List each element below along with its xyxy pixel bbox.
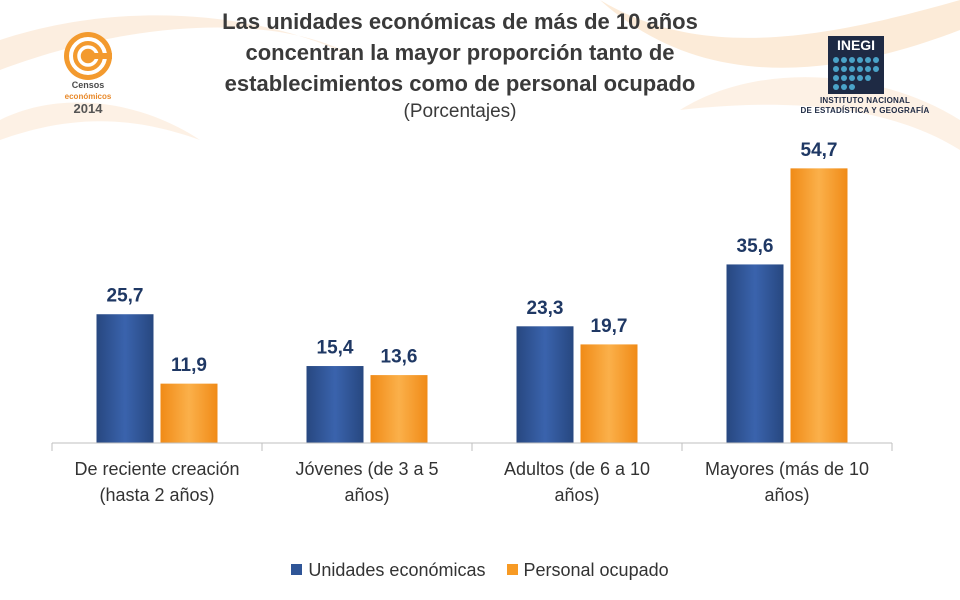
bar-series2-cat4 xyxy=(789,167,849,444)
legend-item-series2: Personal ocupado xyxy=(506,560,669,581)
title-line-3: establecimientos como de personal ocupad… xyxy=(224,71,696,96)
legend-label-series1: Unidades económicas xyxy=(308,560,486,580)
category-label-2-line1: Jóvenes (de 3 a 5 xyxy=(295,459,438,479)
legend-swatch-series2 xyxy=(506,564,518,575)
inegi-caption-line2: DE ESTADÍSTICA Y GEOGRAFÍA xyxy=(800,106,930,115)
legend-swatch-series1 xyxy=(291,564,303,575)
legend-label-series2: Personal ocupado xyxy=(523,560,669,580)
category-label-4-line2: años) xyxy=(764,485,809,505)
value-label-series1-cat2: 15,4 xyxy=(317,338,354,359)
category-label-2-line2: años) xyxy=(344,485,389,505)
value-label-series2-cat3: 19,7 xyxy=(591,316,628,337)
censos-logo-line3: 2014 xyxy=(73,101,103,116)
bar-series2-cat3 xyxy=(579,343,639,444)
censos-logo-line1: Censos xyxy=(71,80,105,90)
bar-series2-cat1 xyxy=(159,382,219,444)
value-label-series2-cat4: 54,7 xyxy=(801,140,838,161)
category-label-1-line1: De reciente creación xyxy=(74,459,239,479)
title-line-2: concentran la mayor proporción tanto de xyxy=(245,40,675,65)
inegi-caption-line1: INSTITUTO NACIONAL xyxy=(819,96,911,105)
value-label-series1-cat1: 25,7 xyxy=(107,286,144,307)
value-label-series2-cat1: 11,9 xyxy=(171,355,207,376)
category-label-1-line2: (hasta 2 años) xyxy=(99,485,214,505)
value-label-series2-cat2: 13,6 xyxy=(381,347,418,368)
bar-series1-cat1 xyxy=(95,313,155,444)
censos-logo xyxy=(64,32,112,80)
category-label-3-line1: Adultos (de 6 a 10 xyxy=(504,459,650,479)
chart-legend: Unidades económicas Personal ocupado xyxy=(0,560,960,581)
bar-series1-cat4 xyxy=(725,263,785,444)
bar-series2-cat2 xyxy=(369,374,429,444)
category-label-4-line1: Mayores (más de 10 xyxy=(705,459,869,479)
title-line-1: Las unidades económicas de más de 10 año… xyxy=(222,9,698,34)
censos-logo-line2: económicos xyxy=(64,92,112,101)
chart-subtitle: (Porcentajes) xyxy=(403,101,517,122)
svg-text:INEGI: INEGI xyxy=(837,37,875,53)
value-label-series1-cat3: 23,3 xyxy=(527,298,564,319)
bar-series1-cat2 xyxy=(305,365,365,444)
inegi-logo: INEGI xyxy=(828,36,884,94)
chart-title: Las unidades económicas de más de 10 año… xyxy=(150,6,770,125)
category-label-3-line2: años) xyxy=(554,485,599,505)
bar-series1-cat3 xyxy=(515,325,575,444)
value-label-series1-cat4: 35,6 xyxy=(737,236,774,257)
legend-item-series1: Unidades económicas xyxy=(291,560,485,581)
